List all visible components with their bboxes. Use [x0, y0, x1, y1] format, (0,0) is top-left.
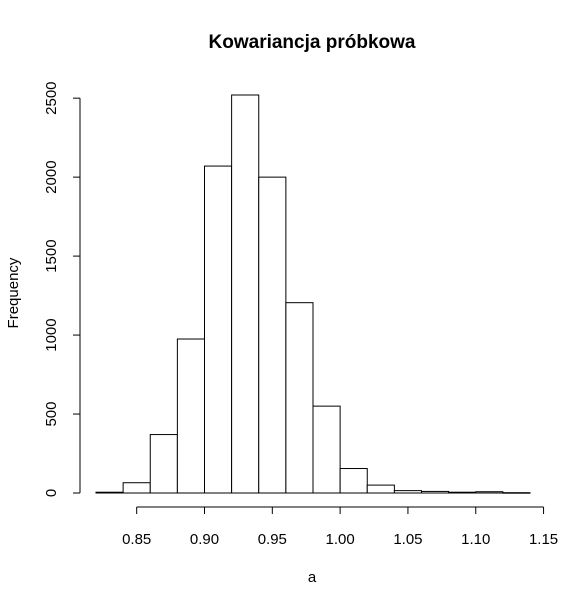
histogram-bar: [502, 492, 531, 494]
x-axis-label: a: [308, 569, 317, 586]
bars-group: [95, 94, 531, 494]
histogram-bar: [95, 491, 124, 494]
histogram-bar: [231, 94, 260, 494]
histogram-bar: [339, 468, 368, 494]
histogram-bar: [421, 490, 450, 494]
y-tick-label: 2000: [43, 160, 60, 193]
y-axis-label: Frequency: [5, 257, 22, 328]
histogram-bar: [149, 434, 178, 494]
y-tick-label: 1500: [43, 239, 60, 272]
x-tick-label: 1.05: [393, 531, 422, 548]
histogram-bar: [258, 176, 287, 494]
histogram-bar: [366, 484, 395, 494]
y-tick-label: 1000: [43, 318, 60, 351]
histogram-bar: [475, 491, 504, 494]
histogram-bar: [176, 338, 205, 494]
histogram-bar: [312, 405, 341, 494]
histogram-bar: [122, 482, 151, 494]
x-tick-label: 1.00: [326, 531, 355, 548]
histogram-bar: [204, 165, 233, 494]
y-tick-label: 0: [43, 489, 60, 497]
x-tick-label: 0.95: [258, 531, 287, 548]
histogram-bar: [285, 302, 314, 494]
x-tick-label: 1.15: [529, 531, 558, 548]
histogram-bar: [448, 491, 477, 494]
x-tick-label: 0.90: [190, 531, 219, 548]
chart-title: Kowariancja próbkowa: [209, 32, 416, 53]
x-tick-label: 0.85: [122, 531, 151, 548]
histogram-bar: [393, 490, 422, 494]
y-tick-label: 2500: [43, 81, 60, 114]
y-tick-label: 500: [43, 402, 60, 427]
x-tick-label: 1.10: [461, 531, 490, 548]
x-axis: 0.85 0.90 0.95 1.00 1.05 1.10 1.15: [122, 506, 558, 548]
y-axis: 0 500 1000 1500 2000 2500: [43, 81, 81, 497]
